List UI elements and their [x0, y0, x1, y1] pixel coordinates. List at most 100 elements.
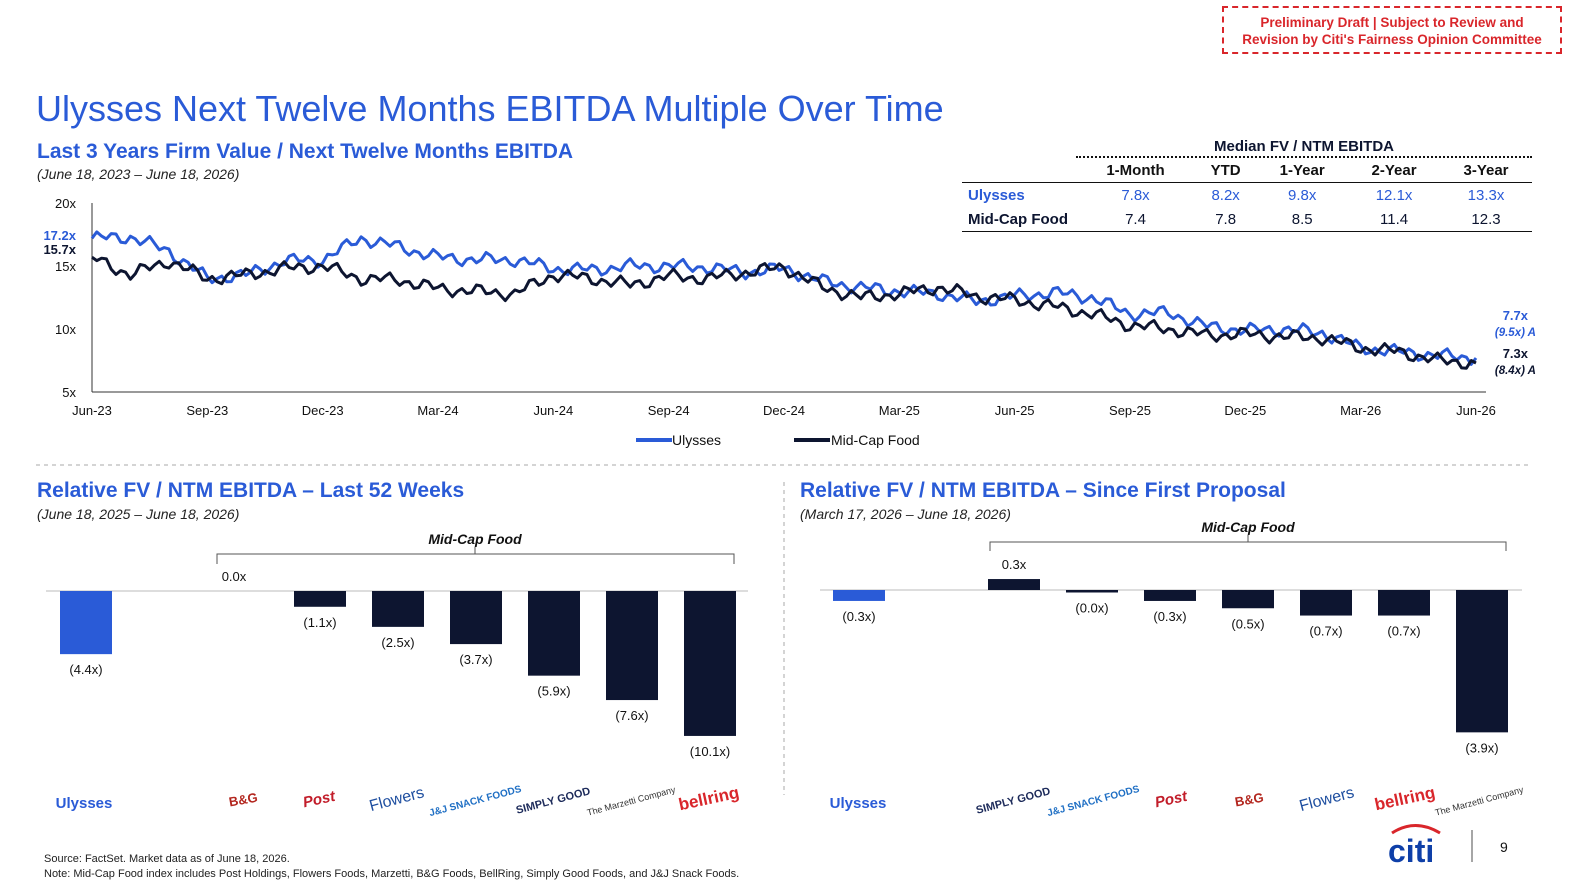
midcap-avg-label: (8.4x) A [1495, 365, 1536, 377]
bar [294, 591, 346, 607]
bar-value-label: (2.5x) [381, 635, 414, 650]
median-cell: 7.4 [1125, 210, 1146, 228]
median-col-header: YTD [1195, 158, 1257, 183]
bar-value-label: (0.7x) [1309, 624, 1342, 639]
citi-arc-icon [1391, 824, 1441, 835]
y-tick-label: 5x [62, 385, 76, 400]
bar [988, 579, 1040, 590]
median-cell: 8.2x [1211, 186, 1240, 204]
company-logo: B&G [1234, 790, 1265, 810]
bar [1066, 590, 1118, 593]
median-row-label: Ulysses [968, 186, 1025, 204]
bar-value-label: (0.5x) [1231, 616, 1264, 631]
y-tick-label: 10x [55, 322, 76, 337]
bar [528, 591, 580, 676]
left-bracket-label: Mid-Cap Food [428, 531, 522, 547]
ulysses-avg-label: (9.5x) A [1495, 327, 1536, 339]
median-cell: 13.3x [1467, 186, 1505, 204]
right-midcap-bracket [989, 535, 1507, 551]
left-midcap-bracket [216, 547, 735, 564]
left-panel-date-range: (June 18, 2025 – June 18, 2026) [37, 506, 240, 522]
x-tick-label: Jun-24 [533, 403, 573, 418]
ulysses-end-label: 7.7x [1503, 308, 1529, 323]
legend-midcap-label: Mid-Cap Food [831, 432, 920, 448]
x-tick-label: Mar-26 [1340, 403, 1381, 418]
company-logo: SIMPLY GOOD [975, 785, 1052, 816]
x-tick-label: Jun-25 [995, 403, 1035, 418]
page-number: 9 [1500, 839, 1508, 855]
company-logo: bellring [1373, 783, 1437, 814]
citi-logo: citi [1388, 833, 1434, 869]
ulysses-start-label: 17.2x [43, 228, 76, 243]
bar [1456, 590, 1508, 733]
median-cell: 7.8x [1121, 186, 1150, 204]
legend-ulysses-label: Ulysses [672, 432, 721, 448]
company-logo: The Marzetti Company [1434, 784, 1525, 817]
right-bracket-label: Mid-Cap Food [1201, 519, 1295, 535]
median-table-header: 1-Month YTD 1-Year 2-Year 3-Year [962, 158, 1532, 183]
bar-value-label: (4.4x) [69, 662, 102, 677]
median-cell: 12.1x [1375, 186, 1413, 204]
bar [684, 591, 736, 736]
median-table: Median FV / NTM EBITDA 1-Month YTD 1-Yea… [962, 138, 1532, 232]
x-tick-label: Dec-24 [763, 403, 805, 418]
median-cell: 9.8x [1287, 186, 1317, 204]
x-tick-label: Sep-25 [1109, 403, 1151, 418]
bar [1144, 590, 1196, 601]
company-logo: J&J SNACK FOODS [1046, 784, 1141, 819]
bar-value-label: (1.1x) [303, 615, 336, 630]
company-logo: B&G [228, 790, 259, 810]
bar-value-label: (0.7x) [1387, 624, 1420, 639]
bar [1378, 590, 1430, 616]
x-tick-label: Mar-24 [417, 403, 458, 418]
company-logo: Post [1153, 788, 1189, 812]
company-logo: Flowers [368, 784, 427, 815]
bar-value-label: (0.3x) [842, 609, 875, 624]
x-tick-label: Dec-25 [1224, 403, 1266, 418]
median-col-header: 1-Month [1076, 158, 1196, 183]
top-chart-subtitle: Last 3 Years Firm Value / Next Twelve Mo… [37, 140, 574, 163]
y-tick-label: 20x [55, 196, 76, 211]
bar [833, 590, 885, 601]
ulysses-line [90, 230, 1478, 366]
median-row-midcap: Mid-Cap Food 7.4 7.8 8.5 11.4 12.3 [962, 207, 1532, 232]
page-title: Ulysses Next Twelve Months EBITDA Multip… [36, 88, 944, 129]
company-logo: SIMPLY GOOD [515, 785, 592, 816]
bar [606, 591, 658, 701]
x-tick-label: Sep-23 [186, 403, 228, 418]
median-col-header: 1-Year [1256, 158, 1349, 183]
midcap-end-label: 7.3x [1503, 346, 1529, 361]
left-panel-subtitle: Relative FV / NTM EBITDA – Last 52 Weeks [37, 479, 465, 502]
left-bar-chart: (4.4x) 0.0x (1.1x) (2.5x) (3.7x) (5.9x) (7.6x)… [46, 569, 748, 759]
source-note: Source: FactSet. Market data as of June … [44, 853, 290, 865]
median-row-ulysses: Ulysses 7.8x 8.2x 9.8x 12.1x 13.3x [962, 183, 1532, 208]
company-logo: Post [301, 788, 337, 812]
x-tick-label: Mar-25 [879, 403, 920, 418]
bar-value-label: (3.7x) [459, 652, 492, 667]
bar-value-label: 0.3x [1002, 557, 1027, 572]
x-tick-label: Sep-24 [648, 403, 690, 418]
x-tick-label: Dec-23 [302, 403, 344, 418]
bar [450, 591, 502, 645]
x-tick-label: Jun-26 [1456, 403, 1496, 418]
right-ulysses-label: Ulysses [830, 795, 887, 812]
median-col-header: 3-Year [1440, 158, 1532, 183]
median-cell: 8.5 [1291, 210, 1313, 228]
bar [60, 591, 112, 655]
bar-value-label: (10.1x) [690, 744, 730, 759]
median-col-header: 2-Year [1348, 158, 1441, 183]
company-logo: J&J SNACK FOODS [428, 784, 523, 819]
bar-value-label: (7.6x) [615, 708, 648, 723]
median-cell: 12.3 [1471, 210, 1501, 228]
company-logo: bellring [677, 783, 741, 814]
bar-value-label: (0.0x) [1075, 601, 1108, 616]
y-tick-label: 15x [55, 259, 76, 274]
bar [1300, 590, 1352, 616]
median-cell: 11.4 [1380, 210, 1409, 228]
draft-notice-line-2: Revision by Citi's Fairness Opinion Comm… [1242, 32, 1542, 47]
midcap-start-label: 15.7x [43, 242, 76, 257]
median-table-title: Median FV / NTM EBITDA [1214, 138, 1394, 155]
